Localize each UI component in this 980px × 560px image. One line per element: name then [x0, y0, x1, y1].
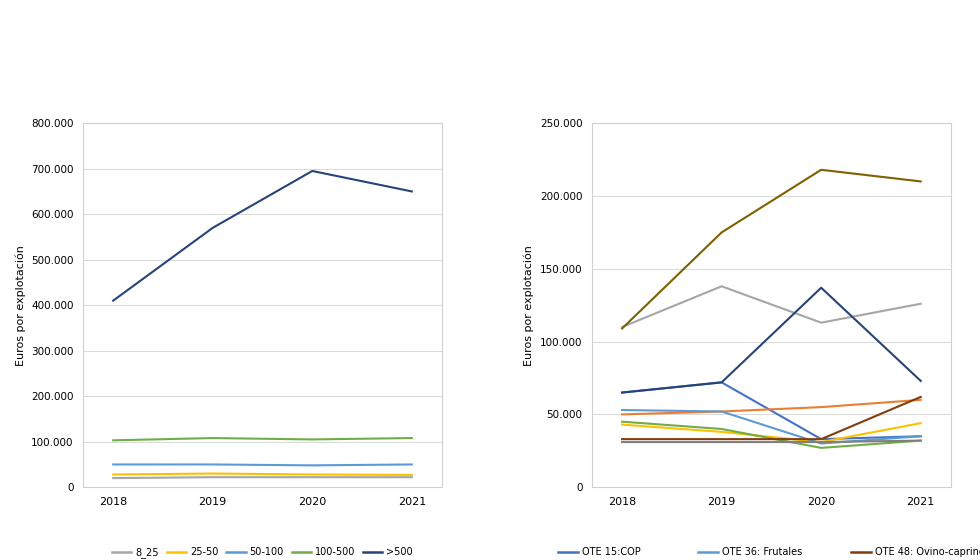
- Y-axis label: Euros por explotación: Euros por explotación: [523, 245, 534, 366]
- Legend: 8_25, 25-50, 50-100, 100-500, >500: 8_25, 25-50, 50-100, 100-500, >500: [108, 543, 416, 560]
- Y-axis label: Euros por explotación: Euros por explotación: [15, 245, 25, 366]
- Legend: OTE 15:COP, OTE 16: Otros anuales, OTE 20: Hortícolas, OTE 35: Viñedo, OTE 36: F: OTE 15:COP, OTE 16: Otros anuales, OTE 2…: [555, 543, 980, 560]
